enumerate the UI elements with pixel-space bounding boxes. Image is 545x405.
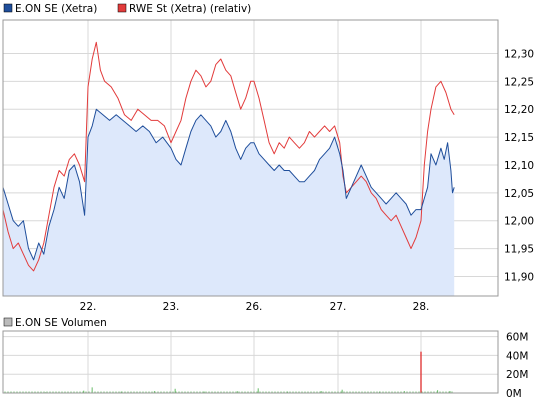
legend-swatch-volume [3, 317, 13, 327]
y-tick-label: 12,25 [504, 76, 534, 88]
volume-plot-frame [2, 330, 499, 394]
legend-swatch-rwe [117, 3, 127, 13]
legend-label-eon: E.ON SE (Xetra) [15, 3, 97, 15]
y-tick-label: 11,95 [504, 244, 534, 256]
y-tick-label: 12,05 [504, 188, 534, 200]
x-tick-label: 27. [330, 301, 347, 313]
volume-tick-label: 60M [506, 332, 528, 344]
legend-swatch-eon [3, 3, 13, 13]
x-tick-label: 22. [80, 301, 97, 313]
volume-tick-label: 40M [506, 350, 528, 362]
y-tick-label: 12,00 [504, 216, 534, 228]
legend-label-rwe: RWE St (Xetra) (relativ) [129, 3, 251, 15]
x-tick-label: 26. [246, 301, 263, 313]
volume-tick-label: 0M [506, 388, 522, 400]
price-plot-frame [2, 19, 499, 297]
volume-legend: E.ON SE Volumen [3, 317, 107, 329]
y-tick-label: 12,30 [504, 48, 534, 60]
volume-panel: 60M 40M 20M 0M [2, 330, 528, 400]
y-tick-label: 12,10 [504, 160, 534, 172]
x-tick-label: 28. [413, 301, 430, 313]
y-tick-label: 12,20 [504, 104, 534, 116]
legend-label-volume: E.ON SE Volumen [15, 317, 107, 329]
x-tick-label: 23. [163, 301, 180, 313]
price-panel: 12,30 12,25 12,20 12,15 12,10 12,05 12,00 11,95… [2, 19, 534, 313]
price-legend: E.ON SE (Xetra) RWE St (Xetra) (relativ) [3, 3, 251, 15]
volume-tick-label: 20M [506, 369, 528, 381]
eon-series-line [2, 108, 455, 261]
rwe-series-line [2, 41, 455, 272]
y-tick-label: 11,90 [504, 271, 534, 283]
eon-area-fill [3, 109, 455, 296]
y-tick-label: 12,15 [504, 132, 534, 144]
